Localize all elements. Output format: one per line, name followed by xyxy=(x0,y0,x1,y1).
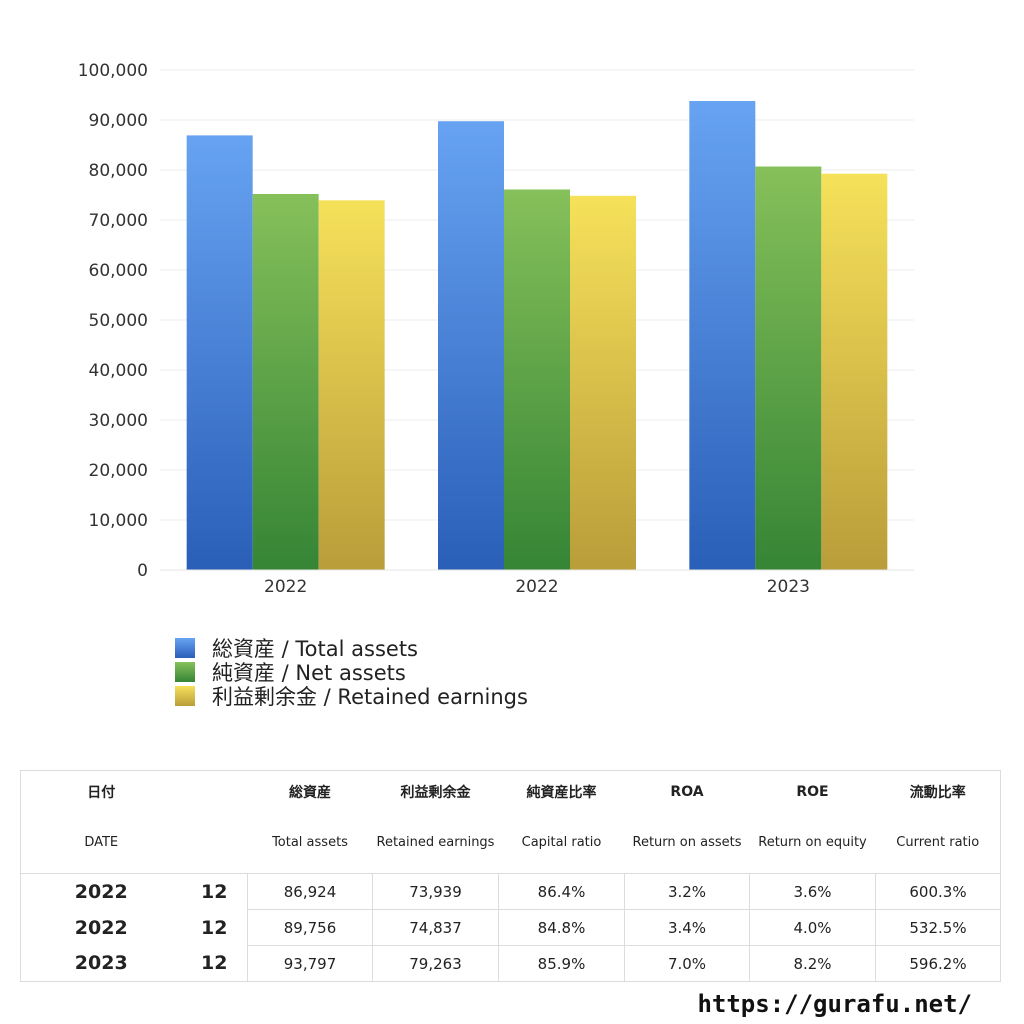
table-row: 2023 12 93,797 79,263 85.9% 7.0% 8.2% 59… xyxy=(20,945,1001,982)
header-total-assets-en: Total assets xyxy=(247,813,373,874)
x-tick-label: 2023 xyxy=(767,577,810,597)
y-tick-label: 80,000 xyxy=(89,161,148,181)
row-year: 2022 xyxy=(20,873,182,910)
cell-retained-earnings: 73,939 xyxy=(372,873,499,910)
legend: 総資産 / Total assets 純資産 / Net assets 利益剰余… xyxy=(175,636,528,709)
row-month: 12 xyxy=(181,909,248,946)
header-month-en xyxy=(181,813,248,874)
bar-retained-earnings xyxy=(821,173,888,570)
cell-retained-earnings: 79,263 xyxy=(372,945,499,982)
legend-swatch-net-assets xyxy=(175,662,195,682)
cell-current-ratio: 600.3% xyxy=(875,873,1001,910)
legend-item-retained-earnings: 利益剰余金 / Retained earnings xyxy=(175,684,528,709)
y-tick-label: 90,000 xyxy=(89,111,148,131)
header-capital-ratio-jp: 純資産比率 xyxy=(498,770,625,813)
bar-net-assets xyxy=(504,189,570,570)
cell-roa: 7.0% xyxy=(624,945,750,982)
legend-label: 総資産 / Total assets xyxy=(212,637,418,661)
row-month: 12 xyxy=(181,873,248,910)
cell-roa: 3.2% xyxy=(624,873,750,910)
bars xyxy=(186,101,888,570)
cell-total-assets: 86,924 xyxy=(247,873,373,910)
x-tick-label: 2022 xyxy=(515,577,558,597)
legend-item-net-assets: 純資産 / Net assets xyxy=(175,660,528,685)
cell-roe: 4.0% xyxy=(749,909,876,946)
y-tick-label: 20,000 xyxy=(89,461,148,481)
cell-capital-ratio: 85.9% xyxy=(498,945,625,982)
financial-table: 日付 総資産 利益剰余金 純資産比率 ROA ROE 流動比率 DATE Tot… xyxy=(20,770,1001,982)
cell-capital-ratio: 84.8% xyxy=(498,909,625,946)
header-retained-earnings-jp: 利益剰余金 xyxy=(372,770,499,813)
header-roa-en: Return on assets xyxy=(624,813,750,874)
legend-label: 純資産 / Net assets xyxy=(212,661,406,685)
y-tick-label: 60,000 xyxy=(89,261,148,281)
header-retained-earnings-en: Retained earnings xyxy=(372,813,499,874)
website-url: https://gurafu.net/ xyxy=(697,990,972,1018)
row-year: 2022 xyxy=(20,909,182,946)
x-tick-label: 2022 xyxy=(264,577,307,597)
header-current-ratio-en: Current ratio xyxy=(875,813,1001,874)
table-header-en: DATE Total assets Retained earnings Capi… xyxy=(20,813,1001,874)
header-current-ratio-jp: 流動比率 xyxy=(875,770,1001,813)
cell-roe: 3.6% xyxy=(749,873,876,910)
bar-chart: 0 10,000 20,000 30,000 40,000 50,000 60,000 70,… xyxy=(78,61,914,597)
cell-total-assets: 89,756 xyxy=(247,909,373,946)
header-roa-jp: ROA xyxy=(624,770,750,813)
bar-retained-earnings xyxy=(318,200,385,570)
bar-net-assets xyxy=(252,194,319,570)
y-axis-ticks: 0 10,000 20,000 30,000 40,000 50,000 60,000 70,… xyxy=(78,61,148,581)
header-date-en: DATE xyxy=(20,813,182,874)
cell-capital-ratio: 86.4% xyxy=(498,873,625,910)
bar-total-assets xyxy=(689,101,756,570)
legend-swatch-retained-earnings xyxy=(175,686,195,706)
y-tick-label: 100,000 xyxy=(78,61,148,81)
y-tick-label: 30,000 xyxy=(89,411,148,431)
bar-total-assets xyxy=(186,135,253,570)
table-row: 2022 12 89,756 74,837 84.8% 3.4% 4.0% 53… xyxy=(20,909,1001,946)
cell-current-ratio: 532.5% xyxy=(875,909,1001,946)
cell-retained-earnings: 74,837 xyxy=(372,909,499,946)
row-month: 12 xyxy=(181,945,248,982)
bar-total-assets xyxy=(438,121,504,570)
legend-swatch-total-assets xyxy=(175,638,195,658)
legend-label: 利益剰余金 / Retained earnings xyxy=(212,685,528,709)
cell-current-ratio: 596.2% xyxy=(875,945,1001,982)
y-tick-label: 40,000 xyxy=(89,361,148,381)
header-month-jp xyxy=(181,770,248,813)
header-roe-en: Return on equity xyxy=(749,813,876,874)
header-capital-ratio-en: Capital ratio xyxy=(498,813,625,874)
y-tick-label: 0 xyxy=(137,561,148,581)
row-year: 2023 xyxy=(20,945,182,982)
header-roe-jp: ROE xyxy=(749,770,876,813)
x-axis-ticks: 2022 2022 2023 xyxy=(160,569,914,597)
bar-net-assets xyxy=(755,166,822,570)
header-total-assets-jp: 総資産 xyxy=(247,770,373,813)
legend-item-total-assets: 総資産 / Total assets xyxy=(175,636,528,661)
header-date-jp: 日付 xyxy=(20,770,182,813)
y-tick-label: 70,000 xyxy=(89,211,148,231)
y-tick-label: 50,000 xyxy=(89,311,148,331)
bar-retained-earnings xyxy=(570,195,636,570)
y-tick-label: 10,000 xyxy=(89,511,148,531)
cell-total-assets: 93,797 xyxy=(247,945,373,982)
table-header-jp: 日付 総資産 利益剰余金 純資産比率 ROA ROE 流動比率 xyxy=(20,770,1001,813)
cell-roe: 8.2% xyxy=(749,945,876,982)
cell-roa: 3.4% xyxy=(624,909,750,946)
table-row: 2022 12 86,924 73,939 86.4% 3.2% 3.6% 60… xyxy=(20,873,1001,910)
